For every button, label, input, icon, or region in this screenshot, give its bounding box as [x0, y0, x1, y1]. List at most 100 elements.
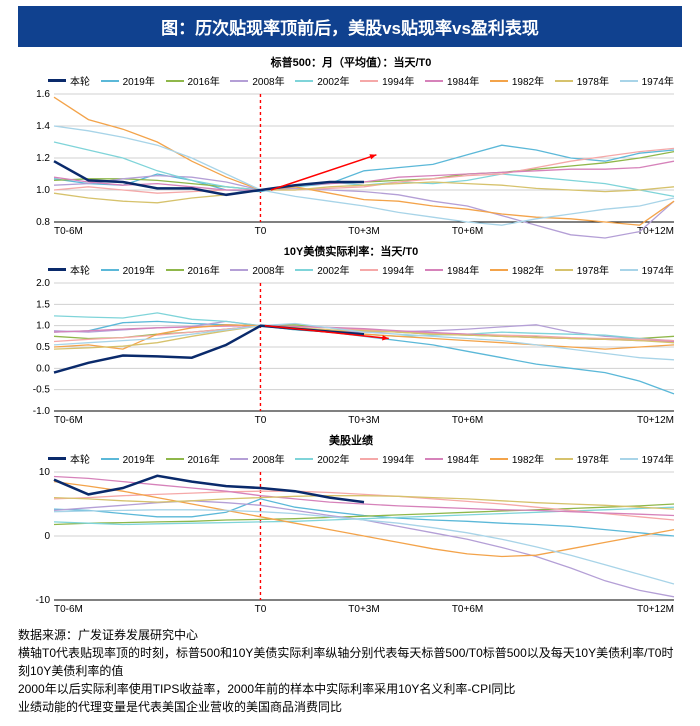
svg-text:T0+6M: T0+6M: [452, 226, 483, 237]
legend-swatch: [425, 458, 443, 460]
legend-swatch: [166, 269, 184, 271]
legend-swatch: [490, 458, 508, 460]
legend-swatch: [490, 80, 508, 82]
legend-label: 1974年: [642, 451, 674, 466]
legend-swatch: [425, 80, 443, 82]
svg-text:T0+3M: T0+3M: [348, 415, 379, 426]
legend-item: 1974年: [620, 451, 674, 466]
svg-text:-10: -10: [36, 595, 51, 606]
legend-item: 2019年: [101, 451, 155, 466]
legend-swatch: [620, 458, 638, 460]
legend-item: 1994年: [360, 73, 414, 88]
legend-item: 2016年: [166, 262, 220, 277]
legend-label: 1982年: [512, 262, 544, 277]
footnotes: 数据来源：广发证券发展研究中心横轴T0代表贴现率顶的时刻，标普500和10Y美债…: [0, 618, 700, 726]
legend-label: 1984年: [447, 451, 479, 466]
chart-panel: 美股业绩本轮2019年2016年2008年2002年1994年1984年1982…: [20, 429, 682, 618]
legend-label: 2019年: [123, 73, 155, 88]
legend-item: 1974年: [620, 262, 674, 277]
series-line: [54, 326, 364, 373]
legend-label: 1978年: [577, 262, 609, 277]
figure-container: 图：历次贴现率顶前后，美股vs贴现率vs盈利表现 标普500：月（平均值）：当天…: [0, 6, 700, 726]
legend-label: 1984年: [447, 73, 479, 88]
legend-label: 2019年: [123, 262, 155, 277]
svg-text:0.0: 0.0: [36, 363, 50, 374]
legend: 本轮2019年2016年2008年2002年1994年1984年1982年197…: [20, 71, 682, 90]
legend-label: 1994年: [382, 73, 414, 88]
legend-swatch: [555, 458, 573, 460]
svg-text:2.0: 2.0: [36, 279, 50, 289]
legend-label: 2016年: [188, 451, 220, 466]
legend-item: 1984年: [425, 451, 479, 466]
legend-label: 2016年: [188, 262, 220, 277]
legend-swatch: [360, 458, 378, 460]
legend-item: 1978年: [555, 262, 609, 277]
footnote-line: 业绩动能的代理变量是代表美国企业营收的美国商品消费同比: [18, 698, 682, 716]
legend: 本轮2019年2016年2008年2002年1994年1984年1982年197…: [20, 260, 682, 279]
svg-text:0.5: 0.5: [36, 342, 50, 353]
svg-text:1.0: 1.0: [36, 321, 50, 332]
svg-text:-0.5: -0.5: [33, 385, 51, 396]
legend-swatch: [555, 80, 573, 82]
legend-label: 2019年: [123, 451, 155, 466]
legend-swatch: [48, 457, 66, 460]
legend-swatch: [230, 80, 248, 82]
legend-item: 2002年: [295, 451, 349, 466]
legend-item: 1984年: [425, 262, 479, 277]
legend-item: 2016年: [166, 451, 220, 466]
chart-plot: 0.81.01.21.41.6T0-6MT0T0+3MT0+6MT0+12M: [20, 90, 680, 240]
legend-item: 2016年: [166, 73, 220, 88]
svg-text:0: 0: [44, 531, 50, 542]
chart-title: 美股业绩: [20, 429, 682, 449]
svg-text:T0+12M: T0+12M: [637, 226, 674, 237]
legend-item: 本轮: [48, 451, 90, 466]
legend-item: 1978年: [555, 73, 609, 88]
legend-swatch: [101, 458, 119, 460]
svg-text:T0-6M: T0-6M: [54, 226, 83, 237]
legend-item: 2008年: [230, 262, 284, 277]
legend-swatch: [360, 80, 378, 82]
legend-swatch: [620, 80, 638, 82]
legend-item: 1994年: [360, 262, 414, 277]
legend-label: 2008年: [252, 451, 284, 466]
legend-swatch: [295, 80, 313, 82]
svg-text:T0: T0: [255, 226, 267, 237]
footnote-line: 数据来源：广发证券发展研究中心: [18, 626, 682, 644]
figure-title: 图：历次贴现率顶前后，美股vs贴现率vs盈利表现: [18, 6, 682, 47]
legend-item: 1982年: [490, 451, 544, 466]
legend-item: 本轮: [48, 262, 90, 277]
legend-swatch: [555, 269, 573, 271]
svg-text:T0: T0: [255, 415, 267, 426]
legend-swatch: [360, 269, 378, 271]
series-line: [54, 504, 674, 525]
svg-text:0.8: 0.8: [36, 217, 50, 228]
series-line: [54, 126, 674, 225]
svg-text:1.4: 1.4: [36, 121, 50, 132]
legend-label: 2016年: [188, 73, 220, 88]
svg-text:1.0: 1.0: [36, 185, 50, 196]
svg-text:1.2: 1.2: [36, 153, 50, 164]
legend-label: 1982年: [512, 73, 544, 88]
legend-swatch: [295, 458, 313, 460]
legend-label: 本轮: [70, 262, 90, 277]
legend-label: 2008年: [252, 262, 284, 277]
legend-label: 本轮: [70, 451, 90, 466]
svg-text:T0-6M: T0-6M: [54, 415, 83, 426]
legend-swatch: [620, 269, 638, 271]
legend-swatch: [101, 269, 119, 271]
svg-text:T0+3M: T0+3M: [348, 604, 379, 615]
chart-plot: -10010T0-6MT0T0+3MT0+6MT0+12M: [20, 468, 680, 618]
svg-text:1.6: 1.6: [36, 90, 50, 100]
legend-swatch: [490, 269, 508, 271]
svg-text:T0+6M: T0+6M: [452, 604, 483, 615]
svg-text:1.5: 1.5: [36, 299, 50, 310]
legend-label: 1994年: [382, 262, 414, 277]
legend-item: 2008年: [230, 73, 284, 88]
legend-swatch: [48, 79, 66, 82]
legend-label: 2002年: [317, 73, 349, 88]
legend-label: 1984年: [447, 262, 479, 277]
legend-swatch: [230, 269, 248, 271]
footnote-line: 2000年以后实际利率使用TIPS收益率，2000年前的样本中实际利率采用10Y…: [18, 680, 682, 698]
chart-plot: -1.0-0.50.00.51.01.52.0T0-6MT0T0+3MT0+6M…: [20, 279, 680, 429]
legend-label: 2002年: [317, 451, 349, 466]
